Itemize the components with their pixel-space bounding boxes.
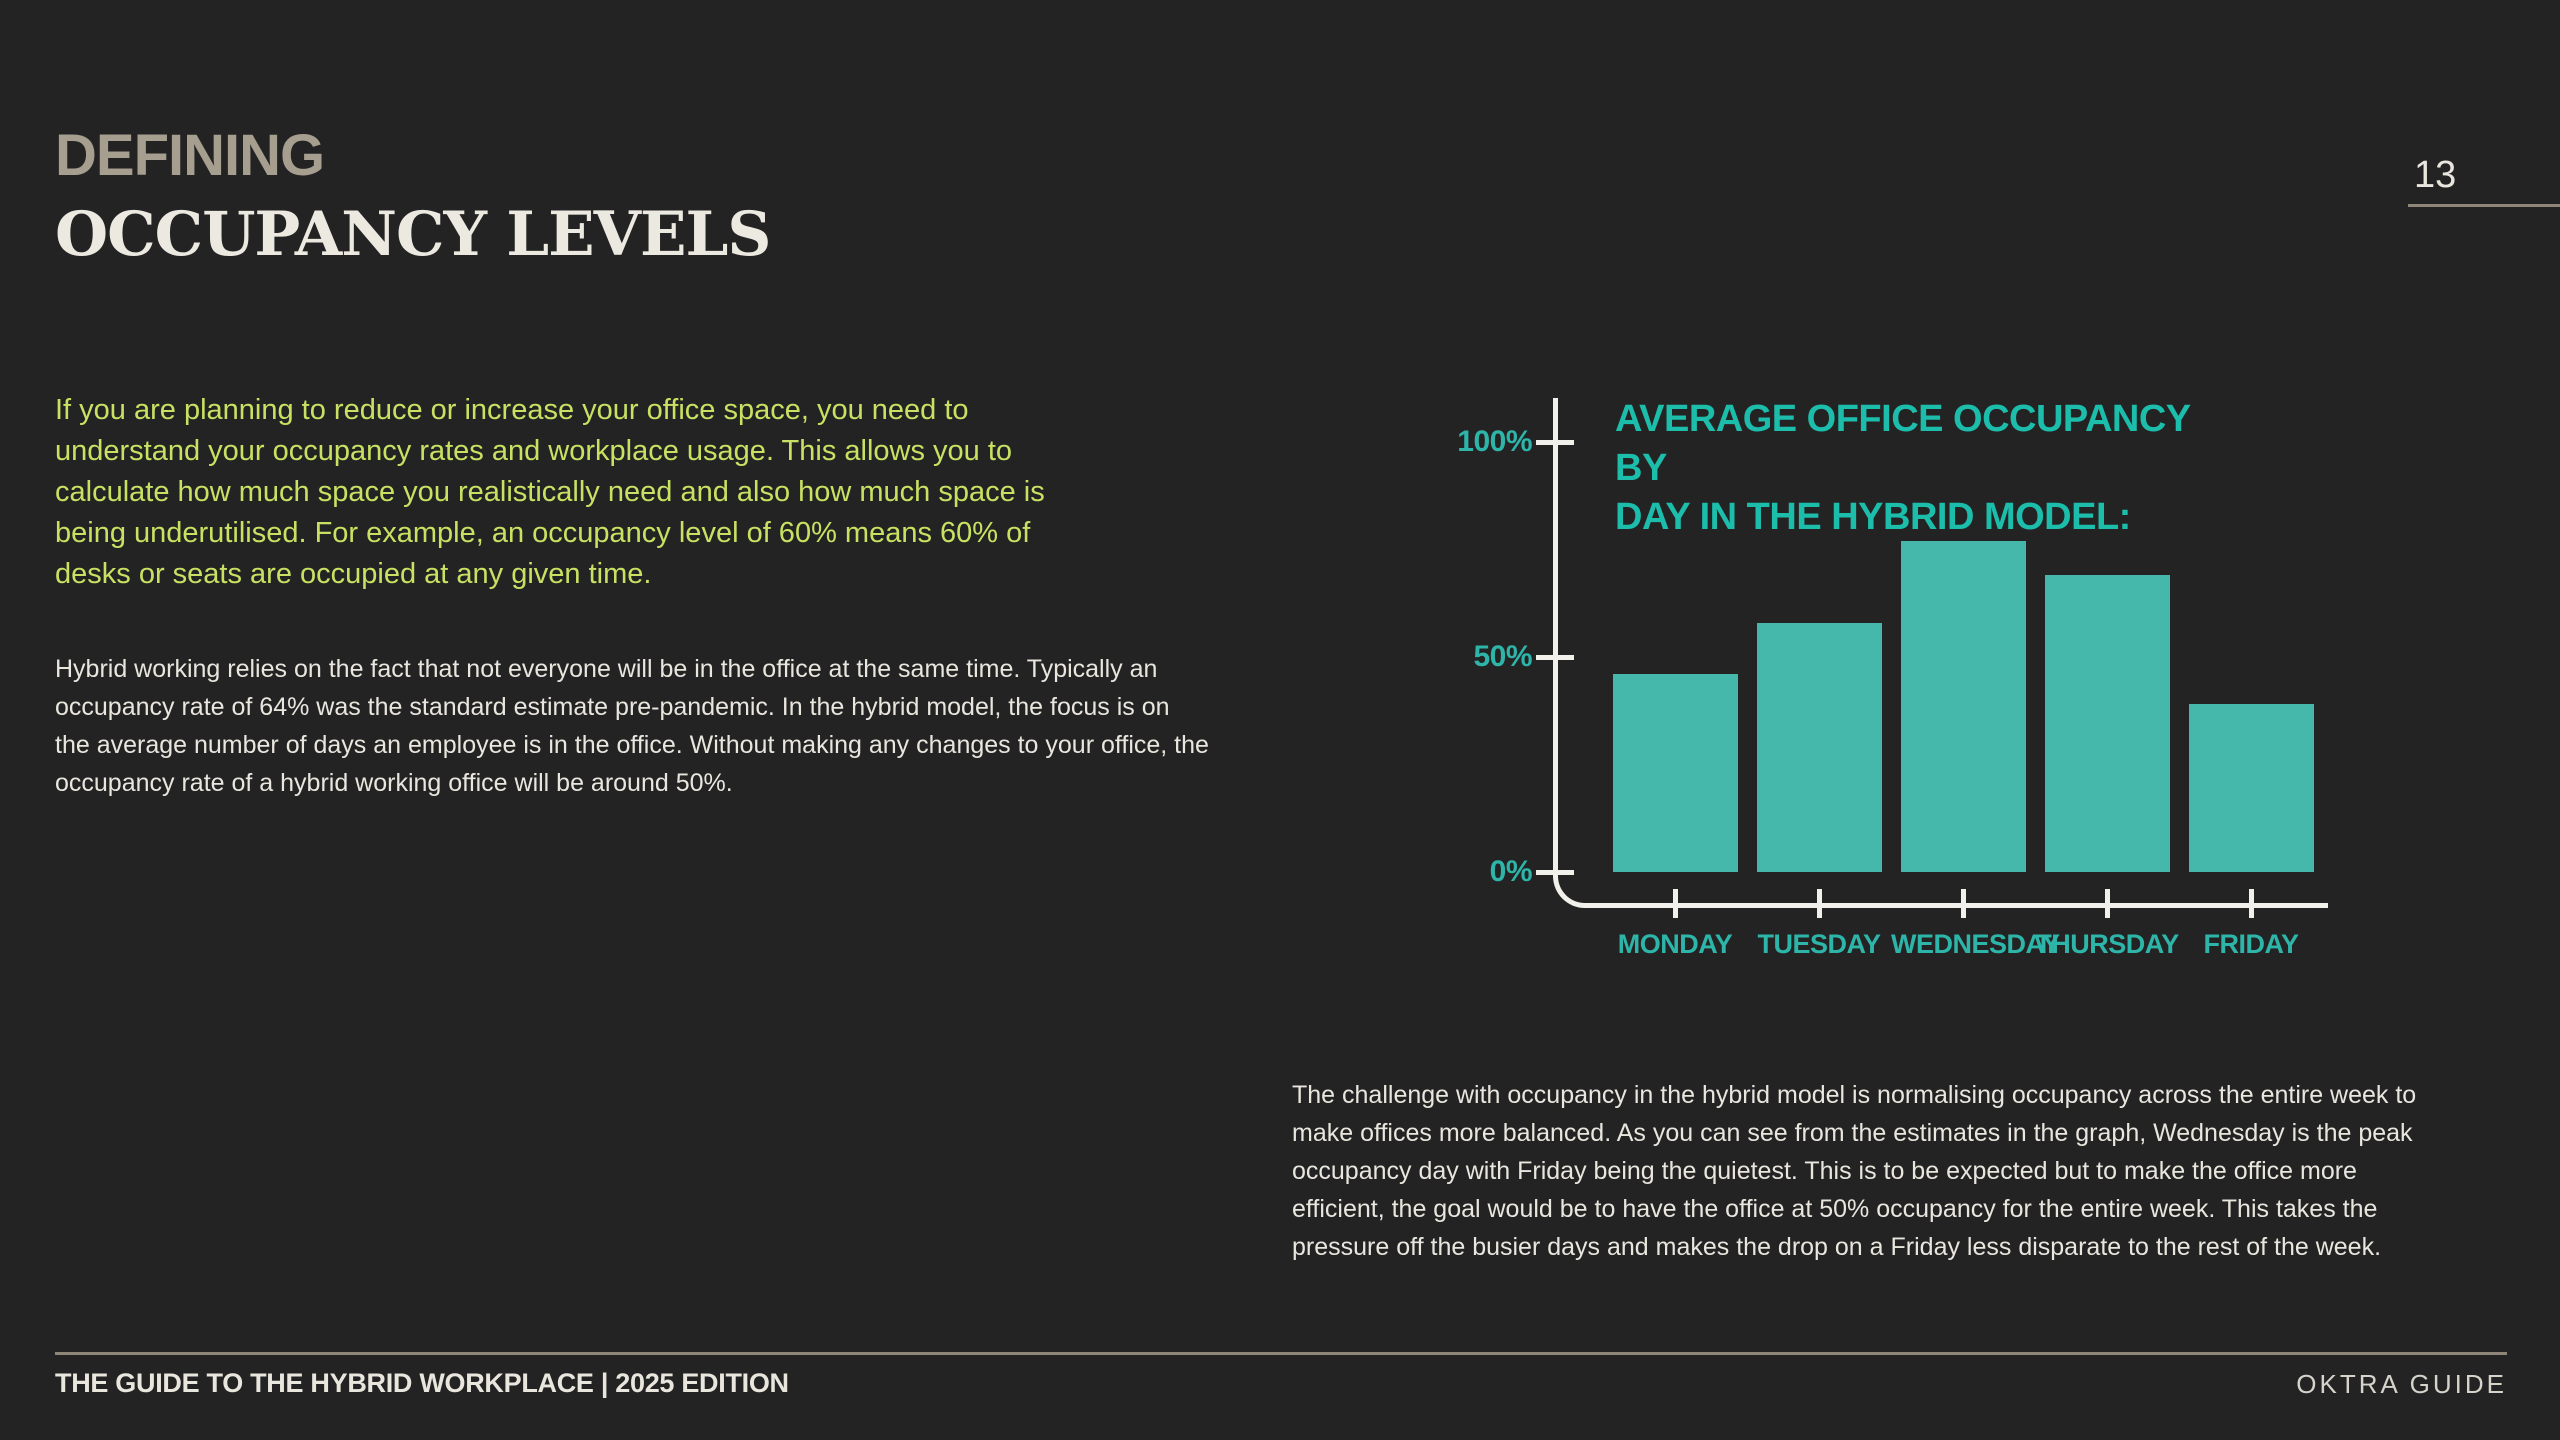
footer-guide-title: THE GUIDE TO THE HYBRID WORKPLACE | 2025… [55,1368,789,1398]
chart-title: AVERAGE OFFICE OCCUPANCY BY DAY IN THE H… [1615,398,2190,538]
y-axis-tick-0% [1536,869,1574,875]
page-number-block: 13 [2408,148,2560,207]
x-axis-label-tuesday: TUESDAY [1757,929,1881,959]
x-axis-tick-tuesday [1816,889,1822,918]
x-axis-label-wednesday: WEDNESDAY [1891,929,2060,959]
x-axis-label-monday: MONDAY [1617,929,1733,959]
x-axis-tick-thursday [2104,889,2110,918]
bar-monday [1612,674,1738,872]
intro-body-paragraph: Hybrid working relies on the fact that n… [55,655,1209,797]
y-axis-label-100%: 100% [1457,425,1532,458]
x-axis-label-thursday: THURSDAY [2035,929,2179,959]
page-title-line1: DEFINING [55,123,325,188]
y-axis-label-50%: 50% [1473,640,1532,673]
page-number: 13 [2414,154,2457,196]
page-title: DEFINING OCCUPANCY LEVELS [55,116,771,274]
page-number-rule [2408,204,2560,207]
bar-friday [2188,704,2314,872]
x-axis-tick-monday [1672,889,1678,918]
y-axis-label-0%: 0% [1489,855,1533,888]
intro-highlight-paragraph: If you are planning to reduce or increas… [55,394,1045,590]
x-axis-tick-wednesday [1960,889,1966,918]
x-axis-tick-friday [2248,889,2254,918]
x-axis-label-friday: FRIDAY [2203,929,2299,959]
bar-wednesday [1900,540,2026,872]
y-axis-tick-50% [1536,654,1574,660]
occupancy-bar-chart: AVERAGE OFFICE OCCUPANCY BY DAY IN THE H… [1420,395,2360,1005]
y-axis-tick-100% [1536,439,1574,445]
chart-axes [1553,398,2328,908]
footer-rule [55,1352,2507,1355]
footer-brand: OKTRA GUIDE [2296,1369,2507,1399]
page-title-line2: OCCUPANCY LEVELS [55,199,771,270]
analysis-paragraph: The challenge with occupancy in the hybr… [1292,1081,2417,1261]
bar-tuesday [1756,622,1882,872]
bar-thursday [2044,575,2170,872]
